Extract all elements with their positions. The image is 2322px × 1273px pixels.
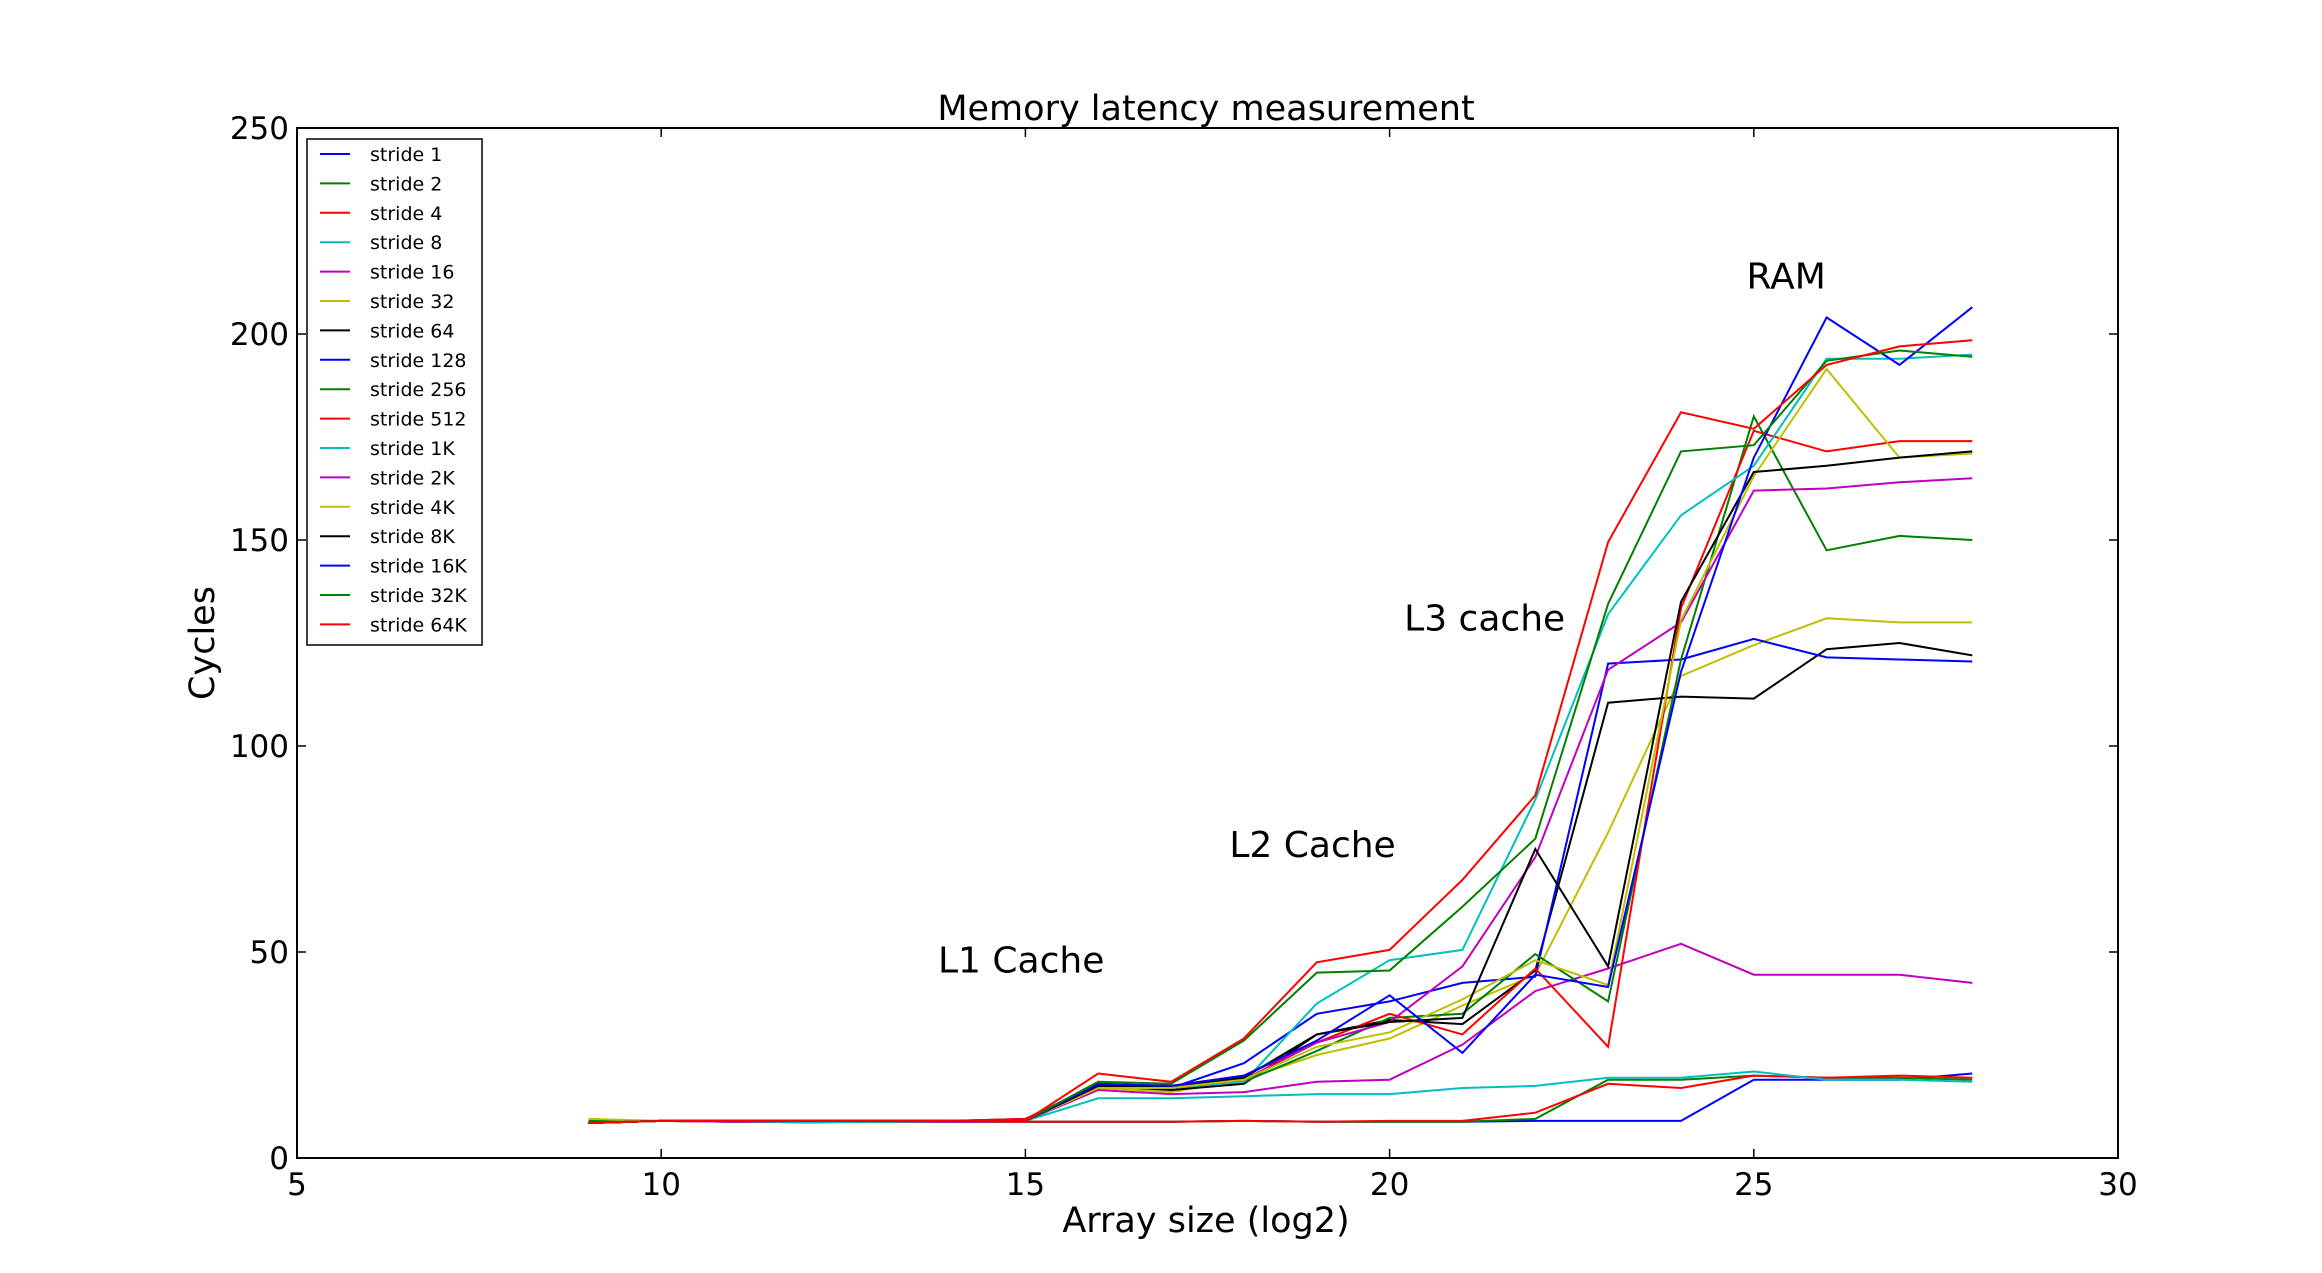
annotation-l1-cache: L1 Cache [938,941,1104,982]
y-tick-label: 50 [250,935,289,971]
series-line-8 [588,637,1973,1124]
x-tick-label: 15 [1006,1167,1045,1203]
legend-entry: stride 32 [370,291,454,313]
legend-entry: stride 128 [370,350,467,372]
annotation-l2-cache: L2 Cache [1229,825,1395,866]
series-line-7 [588,641,1973,1124]
series-line-4 [588,1070,1973,1124]
annotation-ram: RAM [1747,257,1826,298]
series-line-17 [588,339,1973,1124]
series-line-13 [588,367,1973,1124]
legend-entry: stride 4 [370,203,442,225]
series-line-1 [588,1072,1973,1124]
legend-entry: stride 4K [370,497,455,519]
y-tick-label: 200 [230,317,289,353]
annotation-layer: L1 Cache L2 Cache L3 cache RAM [938,257,1826,982]
y-axis-label: Cycles [183,586,223,700]
series-line-3 [588,1074,1973,1124]
chart-title: Memory latency measurement [937,89,1474,129]
legend-entry: stride 32K [370,585,467,607]
x-tick-label: 20 [1370,1167,1409,1203]
legend-entry: stride 64 [370,320,454,342]
legend-box [306,138,483,646]
series-line-9 [588,413,1973,1124]
y-tick-label: 0 [269,1141,289,1177]
series-line-16 [588,349,1973,1124]
series-line-6 [588,617,1973,1122]
legend-entry: stride 1K [370,438,455,460]
series-line-10 [588,429,1973,1124]
y-tick-label: 150 [230,523,289,559]
legend-entry: stride 16 [370,262,454,284]
series-layer [588,306,1973,1124]
x-tick-label: 25 [1734,1167,1773,1203]
x-tick-label: 5 [287,1167,307,1203]
plot-area [296,127,2119,1159]
legend-entry: stride 2 [370,173,442,195]
y-tick-label: 100 [230,729,289,765]
x-tick-label: 30 [2098,1167,2137,1203]
x-axis-label: Array size (log2) [1062,1201,1349,1241]
legend-entry: stride 16K [370,556,467,578]
legend-entry: stride 8K [370,526,455,548]
legend-entry: stride 2K [370,467,455,489]
legend-entry: stride 64K [370,614,467,636]
legend-entry: stride 1 [370,144,442,166]
series-line-12 [588,477,1973,1124]
legend-entry: stride 256 [370,379,467,401]
annotation-l3-cache: L3 cache [1404,599,1565,640]
series-line-14 [588,450,1973,1124]
series-line-2 [588,1074,1973,1124]
y-tick-label: 250 [230,111,289,147]
legend-entry: stride 8 [370,232,442,254]
tick-layer: 5 10 15 20 25 30 0 50 100 150 200 250 [230,111,2138,1203]
x-tick-label: 10 [641,1167,680,1203]
legend-entry: stride 512 [370,409,467,431]
legend: stride 1 stride 2 stride 4 stride 8 stride 1… [306,138,483,646]
